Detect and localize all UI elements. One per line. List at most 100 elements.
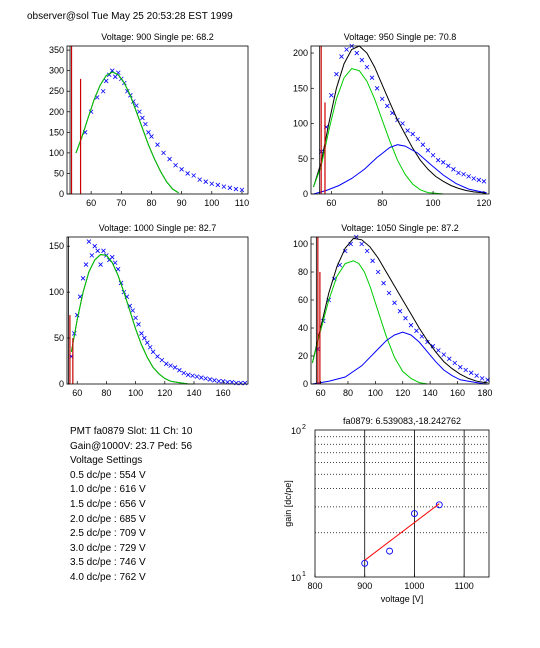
- x-tick-label: 100: [426, 198, 441, 208]
- data-point: [185, 372, 191, 378]
- data-point: [435, 157, 441, 163]
- data-point: [225, 379, 230, 385]
- gain-line: Gain@1000V: 23.7 Ped: 56: [70, 440, 193, 452]
- data-point: [369, 75, 375, 80]
- fit-curve-total: [311, 237, 488, 384]
- chart-1: 60 80 100 120 0 50 100 150 200 Voltage: 950 Singl…: [293, 32, 491, 208]
- chart-3: 60 80 100 120 140 160 180 0 20 40 60 80 100 Voltage: …: [293, 223, 492, 398]
- data-point: [212, 378, 217, 383]
- data-point: [115, 266, 121, 272]
- setting-5: 3.0 dc/pe : 729 V: [70, 542, 146, 554]
- y-tick-label: 50: [54, 168, 64, 178]
- x-tick-label: 60: [316, 388, 326, 398]
- fit-curve-total: [313, 45, 487, 194]
- data-point: [234, 380, 239, 386]
- data-point: [359, 57, 365, 63]
- setting-1: 1.0 dc/pe : 616 V: [70, 484, 146, 496]
- data-point: [375, 269, 381, 275]
- y-tick-label: 100: [293, 119, 308, 129]
- data-point: [155, 354, 160, 359]
- x-tick-label: 160: [216, 388, 231, 398]
- y-tick-label: 50: [54, 333, 64, 343]
- data-point: [136, 321, 141, 327]
- x-tick-label: 80: [343, 388, 353, 398]
- y-axis-label: gain [dc/pe]: [283, 480, 293, 527]
- x-tick-label: 1000: [404, 581, 424, 591]
- data-point: [163, 361, 169, 367]
- data-point: [199, 375, 204, 380]
- y-tick-label: 350: [49, 45, 64, 55]
- axes-frame: [310, 45, 490, 195]
- data-point: [177, 367, 182, 373]
- y-tick-exponent: 1: [302, 571, 306, 578]
- y-tick-label: 300: [49, 66, 64, 76]
- data-point: [381, 280, 386, 286]
- data-point: [430, 343, 436, 349]
- chart-title: Voltage: 1000 Single pe: 82.7: [99, 223, 217, 233]
- x-tick-label: 120: [476, 198, 491, 208]
- data-point: [441, 352, 447, 357]
- data-point: [397, 308, 403, 314]
- data-point: [146, 130, 151, 135]
- data-point: [354, 50, 360, 56]
- y-tick-label: 40: [298, 323, 308, 333]
- data-point: [408, 322, 414, 328]
- data-point: [386, 547, 394, 555]
- data-point: [112, 260, 118, 266]
- data-point: [227, 185, 233, 191]
- chart-2: 60 80 100 120 140 160 0 50 100 150 Voltage: 1000 S…: [49, 223, 249, 398]
- pmt-line: PMT fa0879 Slot: 11 Ch: 10: [70, 426, 193, 437]
- data-point: [159, 357, 165, 363]
- data-point: [334, 71, 339, 77]
- data-point: [112, 74, 118, 80]
- data-point: [468, 370, 474, 376]
- chart-title: fa0879: 6.539083,-18.242762: [343, 416, 461, 426]
- x-axis-label: voltage [V]: [381, 594, 424, 604]
- data-point: [173, 162, 178, 168]
- setting-3: 2.0 dc/pe : 685 V: [70, 513, 146, 525]
- data-point: [143, 121, 148, 127]
- data-point: [172, 365, 178, 370]
- data-point: [139, 331, 144, 336]
- data-point: [446, 163, 451, 169]
- x-tick-label: 800: [307, 581, 322, 591]
- data-point: [476, 177, 482, 183]
- data-point: [374, 86, 380, 91]
- data-point: [405, 128, 410, 133]
- y-tick-label: 10: [291, 426, 301, 436]
- data-point: [420, 142, 426, 147]
- data-point: [89, 253, 95, 258]
- x-tick-label: 180: [477, 388, 492, 398]
- y-tick-label: 100: [49, 287, 64, 297]
- y-tick-label: 0: [59, 189, 64, 199]
- setting-6: 3.5 dc/pe : 746 V: [70, 557, 146, 569]
- data-point: [410, 131, 415, 137]
- y-tick-label: 0: [303, 189, 308, 199]
- data-point: [329, 93, 334, 98]
- y-tick-label: 80: [298, 267, 308, 277]
- data-point: [447, 356, 452, 362]
- data-point: [400, 121, 405, 126]
- data-point: [392, 300, 397, 306]
- chart-0: 60 70 80 90 100 110 0 50 100 150 200 250 300 350 Volta…: [49, 32, 249, 208]
- data-point: [142, 335, 147, 341]
- data-point: [463, 367, 469, 373]
- data-point: [95, 248, 100, 254]
- data-point: [414, 328, 419, 334]
- setting-7: 4.0 dc/pe : 762 V: [70, 571, 146, 583]
- data-point: [179, 167, 184, 172]
- y-tick-label: 150: [49, 127, 64, 137]
- data-point: [203, 179, 209, 184]
- data-point: [339, 54, 344, 59]
- data-point: [461, 171, 466, 177]
- data-point: [92, 243, 98, 249]
- x-tick-label: 60: [72, 388, 82, 398]
- x-tick-label: 140: [423, 388, 438, 398]
- chart-title: Voltage: 900 Single pe: 68.2: [101, 32, 214, 42]
- x-tick-label: 100: [204, 198, 219, 208]
- data-point: [238, 380, 243, 386]
- data-point: [440, 160, 446, 165]
- axes-frame: [66, 45, 249, 195]
